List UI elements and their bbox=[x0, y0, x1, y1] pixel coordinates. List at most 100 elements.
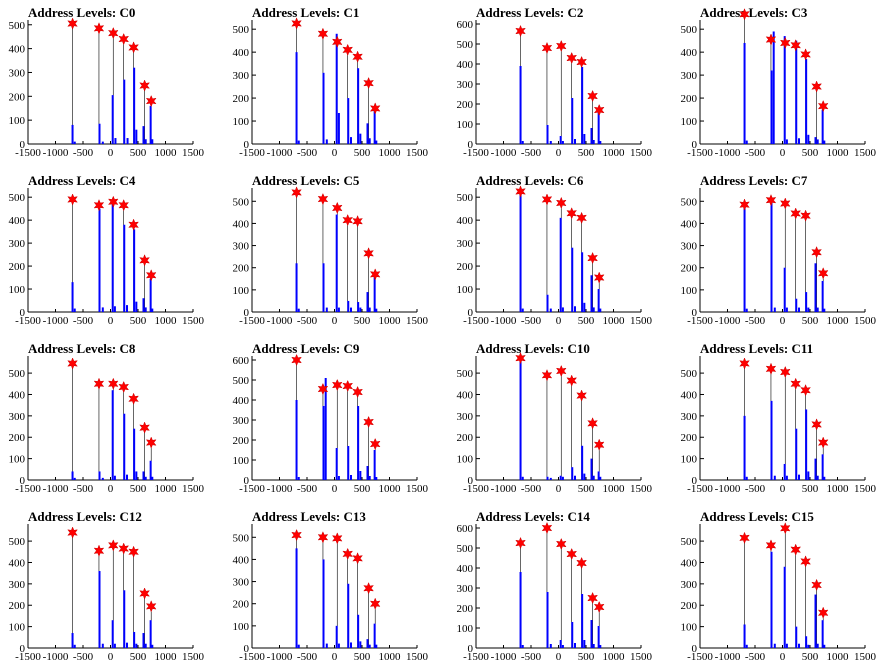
x-tick-label: -500 bbox=[521, 147, 542, 159]
peak-marker bbox=[352, 50, 363, 63]
peak-marker bbox=[515, 24, 526, 38]
data-bar bbox=[519, 572, 522, 648]
data-bar bbox=[805, 636, 808, 648]
data-bar bbox=[373, 276, 376, 312]
x-tick-label: 500 bbox=[130, 147, 147, 159]
data-bar bbox=[773, 475, 776, 480]
x-tick-label: 500 bbox=[130, 483, 147, 495]
chart-title: Address Levels: C3 bbox=[700, 5, 808, 20]
peak-marker bbox=[369, 102, 381, 115]
data-bar bbox=[149, 278, 152, 312]
peak-marker bbox=[587, 417, 598, 430]
data-bar bbox=[549, 477, 552, 480]
peak-marker bbox=[352, 552, 363, 565]
data-bar bbox=[366, 123, 369, 144]
data-bar bbox=[590, 128, 593, 144]
data-bar bbox=[295, 263, 298, 312]
peak-marker bbox=[331, 35, 343, 48]
x-tick-label: 1500 bbox=[406, 651, 429, 663]
data-bar bbox=[770, 199, 773, 312]
data-bar bbox=[807, 134, 810, 144]
x-tick-label: -1000 bbox=[491, 147, 517, 159]
peak-marker bbox=[555, 196, 567, 210]
x-tick-label: -500 bbox=[297, 483, 318, 495]
data-bar bbox=[599, 308, 602, 312]
peak-marker bbox=[779, 365, 791, 379]
x-tick-label: 1000 bbox=[379, 315, 402, 327]
data-bar bbox=[350, 642, 352, 648]
x-tick-label: 0 bbox=[332, 315, 338, 327]
data-bar bbox=[581, 67, 584, 144]
data-bar bbox=[816, 139, 819, 144]
x-tick-label: 1000 bbox=[827, 651, 850, 663]
data-bar bbox=[599, 141, 602, 144]
peak-marker bbox=[790, 207, 802, 220]
peak-marker bbox=[576, 389, 587, 402]
peak-marker bbox=[107, 26, 119, 40]
data-bar bbox=[519, 66, 522, 144]
data-bar bbox=[571, 247, 574, 312]
data-bar bbox=[581, 445, 584, 480]
data-bar bbox=[521, 476, 524, 480]
data-bar bbox=[590, 275, 593, 312]
peak-marker bbox=[587, 89, 598, 103]
y-tick-label: 400 bbox=[681, 47, 698, 59]
peak-marker bbox=[93, 199, 105, 212]
data-bar bbox=[111, 390, 114, 480]
x-tick-label: -1000 bbox=[491, 315, 517, 327]
data-bar bbox=[798, 138, 800, 144]
peak-marker bbox=[765, 539, 777, 552]
peak-marker bbox=[118, 542, 130, 555]
peak-marker bbox=[139, 587, 150, 600]
data-bar bbox=[135, 301, 138, 312]
y-tick-label: 0 bbox=[244, 139, 250, 151]
y-tick-label: 300 bbox=[457, 238, 474, 250]
data-bar bbox=[807, 471, 810, 480]
data-bar bbox=[772, 31, 775, 144]
data-bar bbox=[98, 471, 101, 480]
x-tick-label: 1000 bbox=[155, 315, 178, 327]
data-bar bbox=[295, 400, 298, 480]
data-bar bbox=[335, 214, 338, 312]
peak-marker bbox=[363, 76, 374, 90]
y-tick-label: 500 bbox=[9, 192, 26, 204]
x-tick-label: -1000 bbox=[267, 147, 293, 159]
peak-marker bbox=[145, 269, 157, 282]
data-bar bbox=[366, 292, 369, 312]
y-tick-label: 300 bbox=[9, 411, 26, 423]
data-bar bbox=[592, 307, 595, 312]
x-tick-label: 1000 bbox=[827, 315, 850, 327]
data-bar bbox=[347, 583, 350, 648]
data-bar bbox=[111, 620, 114, 648]
peak-marker bbox=[291, 17, 302, 30]
data-bar bbox=[785, 475, 788, 480]
x-tick-label: -500 bbox=[297, 651, 318, 663]
x-tick-label: -1000 bbox=[715, 315, 741, 327]
chart-title: Address Levels: C9 bbox=[252, 341, 360, 356]
data-bar bbox=[571, 622, 574, 648]
x-tick-label: 0 bbox=[780, 483, 786, 495]
chart-title: Address Levels: C5 bbox=[252, 173, 360, 188]
data-bar bbox=[73, 477, 76, 480]
data-bar bbox=[322, 559, 325, 648]
x-tick-label: -1500 bbox=[239, 147, 265, 159]
x-tick-label: 1500 bbox=[630, 147, 653, 159]
x-tick-label: 0 bbox=[556, 651, 562, 663]
data-bar bbox=[821, 281, 824, 312]
peak-marker bbox=[67, 17, 78, 30]
data-bar bbox=[297, 644, 300, 648]
y-tick-label: 300 bbox=[9, 579, 26, 591]
y-tick-label: 400 bbox=[233, 554, 250, 566]
peak-marker bbox=[817, 606, 829, 619]
x-tick-label: 500 bbox=[802, 147, 819, 159]
chart-panel-14: Address Levels: C14 0 100 200 300 400 500 600 -1… bbox=[457, 509, 653, 663]
data-bar bbox=[113, 306, 116, 312]
x-tick-label: 0 bbox=[556, 483, 562, 495]
peak-marker bbox=[765, 362, 777, 375]
chart-title: Address Levels: C12 bbox=[28, 509, 142, 524]
x-tick-label: -500 bbox=[297, 315, 318, 327]
x-tick-label: 0 bbox=[108, 147, 114, 159]
y-tick-label: 200 bbox=[233, 435, 250, 447]
data-bar bbox=[325, 139, 328, 144]
y-tick-label: 300 bbox=[681, 579, 698, 591]
